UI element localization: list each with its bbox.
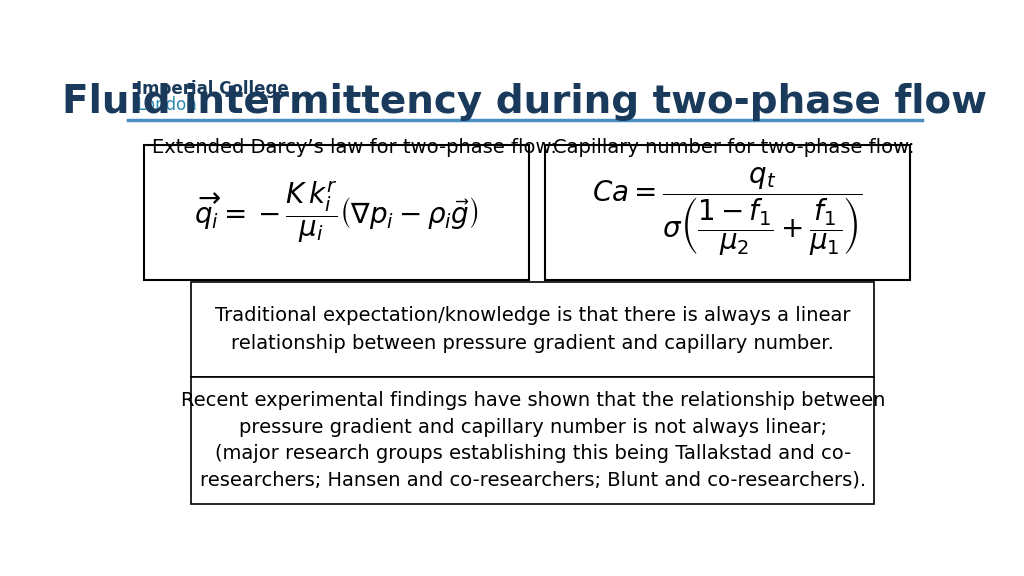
- Text: Extended Darcy’s law for two-phase flow:: Extended Darcy’s law for two-phase flow:: [152, 138, 557, 157]
- Text: Traditional expectation/knowledge is that there is always a linear
relationship : Traditional expectation/knowledge is tha…: [215, 306, 851, 353]
- Text: Capillary number for two-phase flow:: Capillary number for two-phase flow:: [553, 138, 914, 157]
- FancyBboxPatch shape: [191, 377, 873, 504]
- FancyBboxPatch shape: [143, 145, 528, 280]
- Text: Recent experimental findings have shown that the relationship between
pressure g: Recent experimental findings have shown …: [180, 391, 885, 490]
- Text: London: London: [136, 96, 197, 113]
- Text: Fluid intermittency during two-phase flow: Fluid intermittency during two-phase flo…: [62, 84, 987, 122]
- FancyBboxPatch shape: [545, 145, 909, 280]
- Text: Imperial College: Imperial College: [136, 80, 289, 98]
- Text: $\overrightarrow{q_i} = -\dfrac{K\,k_i^r}{\mu_i}\left(\nabla p_i - \rho_i\vec{g}: $\overrightarrow{q_i} = -\dfrac{K\,k_i^r…: [194, 180, 478, 245]
- Text: $Ca = \dfrac{q_t}{\sigma\left(\dfrac{1-f_1}{\mu_2} + \dfrac{f_1}{\mu_1}\right)}$: $Ca = \dfrac{q_t}{\sigma\left(\dfrac{1-f…: [592, 166, 862, 259]
- FancyBboxPatch shape: [191, 282, 873, 377]
